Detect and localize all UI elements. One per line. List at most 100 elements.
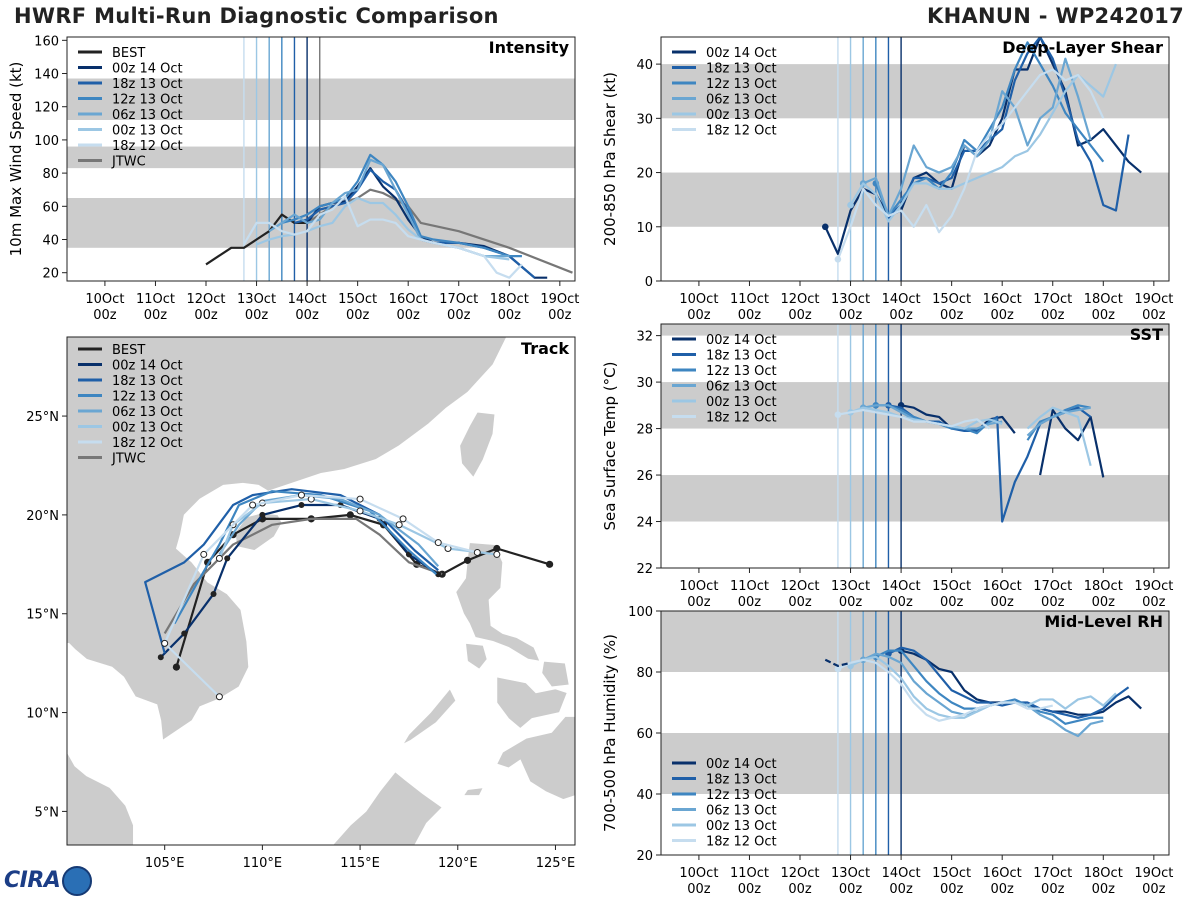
- legend-label: 00z 13 Oct: [706, 395, 777, 410]
- x-tick-day: 19Oct: [1134, 292, 1173, 307]
- x-tick-hour: 00z: [940, 308, 964, 323]
- y-tick-label: 20: [42, 267, 59, 282]
- shaded-band: [661, 733, 1169, 794]
- legend-label: 06z 13 Oct: [112, 108, 183, 123]
- legend-label: 18z 13 Oct: [112, 77, 183, 92]
- x-tick-day: 14Oct: [882, 866, 921, 881]
- best-track-point: [493, 544, 501, 553]
- legend-label: 00z 13 Oct: [112, 421, 183, 436]
- track-point-00z-14-oct: [259, 511, 266, 518]
- landmass-mindoro: [465, 642, 488, 670]
- track-point-00z-14-oct: [210, 590, 217, 597]
- x-tick-day: 17Oct: [1033, 579, 1072, 594]
- track-point-00z-14-oct: [157, 654, 164, 661]
- x-tick-day: 14Oct: [288, 292, 327, 307]
- legend-label: 18z 13 Oct: [706, 349, 777, 364]
- init-marker-00z-14-oct: [821, 223, 829, 231]
- legend-label: 00z 14 Oct: [706, 757, 777, 772]
- track-point-00z-14-oct: [224, 555, 231, 562]
- x-tick-day: 11Oct: [730, 866, 769, 881]
- x-tick-day: 13Oct: [831, 292, 870, 307]
- track-point-18z-12-oct: [399, 515, 407, 523]
- legend-label: 00z 14 Oct: [112, 62, 183, 77]
- x-tick-hour: 00z: [687, 882, 711, 897]
- init-marker-00z-13-oct: [847, 201, 854, 209]
- lon-tick-label: 115°E: [340, 856, 380, 871]
- track-point-18z-12-oct: [473, 548, 481, 556]
- y-tick-label: 20: [636, 849, 653, 864]
- x-tick-day: 17Oct: [439, 292, 478, 307]
- x-tick-hour: 00z: [1041, 595, 1065, 610]
- legend-label: 18z 12 Oct: [112, 139, 183, 154]
- legend-label: 18z 12 Oct: [112, 436, 183, 451]
- x-tick-day: 10Oct: [679, 292, 718, 307]
- shaded-band: [661, 64, 1169, 119]
- track-point-18z-12-oct: [161, 639, 169, 647]
- x-tick-day: 14Oct: [882, 579, 921, 594]
- y-tick-label: 24: [636, 516, 653, 531]
- track-point-00z-14-oct: [181, 630, 188, 637]
- y-tick-label: 40: [636, 58, 653, 73]
- track-point-00z-13-oct: [356, 507, 364, 515]
- init-marker-18z-12-oct: [834, 411, 842, 418]
- x-tick-day: 15Oct: [932, 579, 971, 594]
- x-tick-hour: 00z: [991, 595, 1015, 610]
- globe-icon: [62, 866, 93, 896]
- panel-sst: 22242628303210Oct00z11Oct00z12Oct00z13Oc…: [601, 323, 1173, 610]
- x-tick-hour: 00z: [1041, 308, 1065, 323]
- x-tick-day: 13Oct: [831, 579, 870, 594]
- shaded-band: [661, 611, 1169, 672]
- x-tick-day: 18Oct: [1084, 866, 1123, 881]
- shaded-band: [67, 146, 575, 169]
- x-tick-day: 13Oct: [237, 292, 276, 307]
- map-area: [67, 337, 575, 845]
- panel-title: SST: [1130, 325, 1163, 344]
- legend-label: 12z 13 Oct: [706, 364, 777, 379]
- x-tick-hour: 00z: [1142, 882, 1166, 897]
- x-tick-day: 10Oct: [679, 579, 718, 594]
- x-tick-day: 16Oct: [983, 579, 1022, 594]
- y-tick-label: 40: [636, 788, 653, 803]
- best-track-point: [172, 663, 181, 671]
- x-tick-day: 19Oct: [1134, 579, 1173, 594]
- x-tick-hour: 00z: [839, 882, 863, 897]
- legend-label: 06z 13 Oct: [706, 93, 777, 108]
- track-point-00z-14-oct: [298, 502, 305, 509]
- legend-label: 18z 12 Oct: [706, 411, 777, 426]
- y-axis-label: 700-500 hPa Humidity (%): [601, 634, 619, 832]
- x-tick-day: 15Oct: [932, 866, 971, 881]
- plot-frame: [660, 36, 1170, 282]
- x-tick-day: 10Oct: [85, 292, 124, 307]
- y-tick-label: 20: [636, 167, 653, 182]
- panel-title: Track: [521, 339, 569, 358]
- x-tick-hour: 00z: [738, 308, 762, 323]
- lat-tick-label: 20°N: [26, 509, 59, 524]
- best-track-point: [346, 511, 354, 519]
- landmass-palawan: [402, 688, 457, 746]
- y-tick-label: 22: [636, 562, 653, 577]
- y-tick-label: 60: [42, 200, 59, 215]
- legend-label: BEST: [112, 46, 145, 61]
- landmass-taiwan: [459, 411, 496, 479]
- landmass-sulu-islands: [462, 787, 484, 796]
- legend-label: 00z 14 Oct: [706, 333, 777, 348]
- x-tick-hour: 00z: [788, 308, 812, 323]
- plot-frame: [660, 323, 1170, 569]
- x-tick-day: 18Oct: [490, 292, 529, 307]
- series-line-18z-13-oct: [887, 646, 1130, 719]
- x-tick-hour: 00z: [346, 308, 370, 323]
- shaded-band: [661, 475, 1169, 522]
- x-tick-day: 16Oct: [983, 292, 1022, 307]
- track-point-00z-13-oct: [215, 554, 223, 562]
- track-line-18z-13-oct: [144, 488, 439, 654]
- x-tick-day: 12Oct: [186, 292, 225, 307]
- panel-mid-level-rh: 2040608010010Oct00z11Oct00z12Oct00z13Oct…: [601, 605, 1173, 897]
- series-line-00z-13-oct: [1026, 406, 1092, 467]
- init-marker-18z-12-oct: [834, 256, 842, 263]
- legend-label: 00z 14 Oct: [706, 46, 777, 61]
- y-tick-label: 0: [645, 275, 653, 290]
- lat-tick-label: 15°N: [26, 608, 59, 623]
- legend-label: 18z 13 Oct: [706, 773, 777, 788]
- x-tick-day: 11Oct: [730, 292, 769, 307]
- x-tick-hour: 00z: [991, 882, 1015, 897]
